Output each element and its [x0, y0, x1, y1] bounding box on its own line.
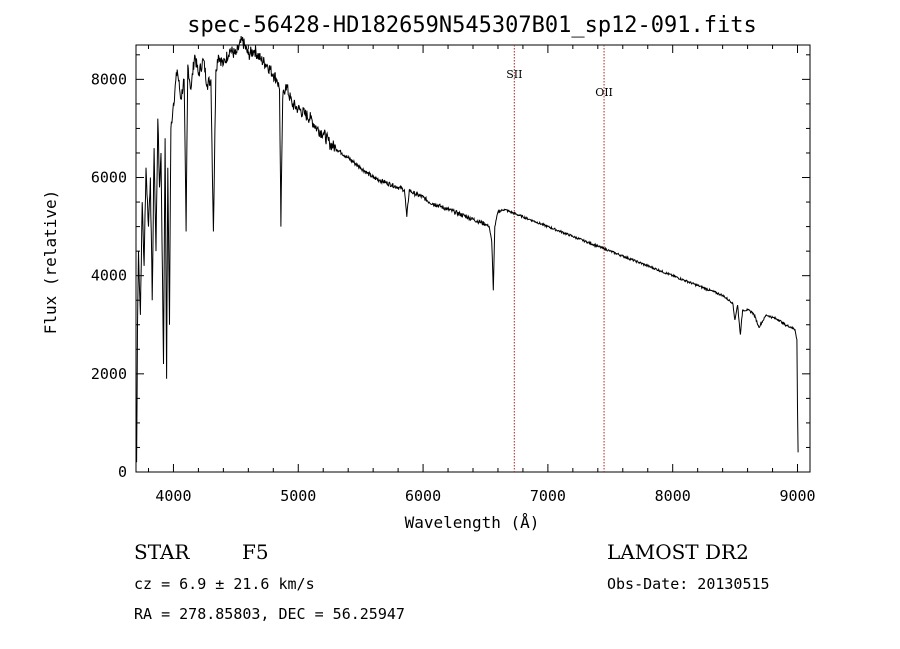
marker-label-sii: SII — [506, 68, 522, 81]
plot-area: SII OII 4000 5000 6000 7000 8000 9000 0 2000 400… — [91, 36, 816, 505]
x-tick-label: 4000 — [155, 487, 191, 505]
y-axis-ticks: 0 2000 4000 6000 8000 — [91, 54, 810, 481]
spectrum-line — [135, 36, 799, 463]
y-tick-label: 6000 — [91, 169, 127, 187]
x-tick-label: 5000 — [280, 487, 316, 505]
survey-name: LAMOST DR2 — [607, 540, 749, 564]
x-tick-label: 9000 — [779, 487, 815, 505]
plot-frame — [135, 44, 811, 473]
chart-title: spec-56428-HD182659N545307B01_sp12-091.f… — [187, 13, 757, 38]
y-tick-label: 8000 — [91, 70, 127, 88]
y-tick-label: 4000 — [91, 267, 127, 285]
object-class: STAR — [134, 540, 190, 564]
x-tick-label: 7000 — [530, 487, 566, 505]
observation-date: Obs-Date: 20130515 — [607, 575, 770, 593]
marker-label-oii: OII — [595, 86, 613, 99]
x-tick-label: 6000 — [405, 487, 441, 505]
x-tick-label: 8000 — [655, 487, 691, 505]
y-axis-label: Flux (relative) — [41, 190, 60, 335]
emission-line-markers: SII OII — [506, 45, 613, 472]
y-tick-label: 2000 — [91, 365, 127, 383]
spectral-subclass: F5 — [242, 540, 269, 564]
redshift-cz: cz = 6.9 ± 21.6 km/s — [134, 575, 315, 593]
x-axis-ticks: 4000 5000 6000 7000 8000 9000 — [147, 45, 816, 505]
x-axis-label: Wavelength (Å) — [405, 513, 540, 532]
y-tick-label: 0 — [118, 463, 127, 481]
ra-dec-coordinates: RA = 278.85803, DEC = 56.25947 — [134, 605, 405, 623]
